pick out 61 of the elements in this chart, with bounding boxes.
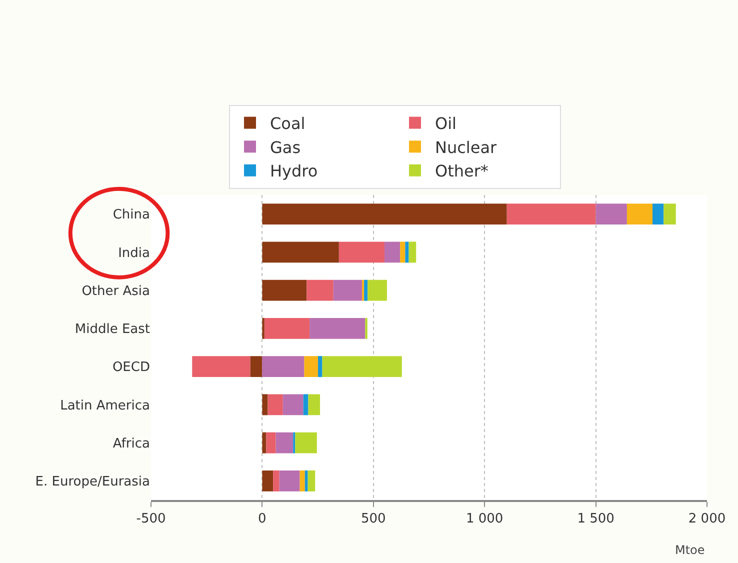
bar	[303, 394, 308, 416]
bar	[266, 432, 276, 454]
x-axis-title: Mtoe	[675, 543, 705, 557]
y-tick-label: Africa	[112, 436, 150, 452]
legend-label: Nuclear	[435, 138, 497, 157]
bar	[264, 318, 310, 339]
bar	[338, 242, 385, 263]
bar	[282, 394, 304, 416]
bar	[664, 204, 676, 225]
x-tick-label: 500	[360, 512, 386, 527]
bar	[192, 356, 250, 378]
bar	[262, 356, 304, 378]
bar	[405, 242, 409, 263]
x-tick-label: 2 000	[688, 512, 726, 527]
bar	[279, 470, 300, 492]
legend-label: Coal	[270, 114, 306, 134]
bar	[273, 470, 280, 492]
bar	[506, 204, 596, 225]
bar	[364, 280, 368, 301]
bar	[250, 356, 262, 378]
bar	[626, 204, 653, 225]
legend-label: Gas	[270, 138, 301, 157]
x-tick-label: -500	[136, 512, 166, 527]
bar	[300, 470, 305, 492]
y-tick-label: China	[112, 208, 150, 223]
x-tick-label: 0	[258, 512, 266, 527]
bar	[308, 470, 316, 492]
legend-label: Hydro	[270, 162, 318, 181]
bar	[306, 280, 334, 301]
y-tick-label: OECD	[112, 360, 150, 376]
legend-label: Other*	[435, 162, 488, 181]
bar	[262, 204, 507, 225]
bar	[333, 280, 362, 301]
bar	[262, 280, 307, 301]
bar	[295, 432, 317, 454]
bar	[304, 356, 318, 378]
bar	[308, 394, 320, 416]
bar	[322, 356, 402, 378]
x-tick-label: 1 500	[577, 512, 614, 527]
y-tick-label: Other Asia	[82, 284, 150, 299]
bar	[318, 356, 322, 378]
bar	[596, 204, 627, 225]
bar	[400, 242, 406, 263]
y-tick-label: India	[118, 246, 150, 261]
x-tick-label: 1 000	[466, 512, 504, 527]
y-tick-label: Middle East	[74, 322, 150, 337]
bar	[408, 242, 416, 263]
bar	[262, 432, 266, 454]
bar	[262, 394, 268, 416]
bar	[368, 280, 387, 301]
bar	[262, 470, 274, 492]
bar	[268, 394, 283, 416]
bar	[652, 204, 664, 225]
legend-label: Oil	[435, 114, 456, 134]
bar	[384, 242, 400, 263]
y-tick-label: E. Europe/Eurasia	[35, 474, 150, 490]
bar	[304, 470, 308, 492]
y-tick-label: Latin America	[60, 398, 150, 414]
bar	[262, 242, 339, 263]
bar	[276, 432, 294, 454]
bar	[310, 318, 366, 339]
